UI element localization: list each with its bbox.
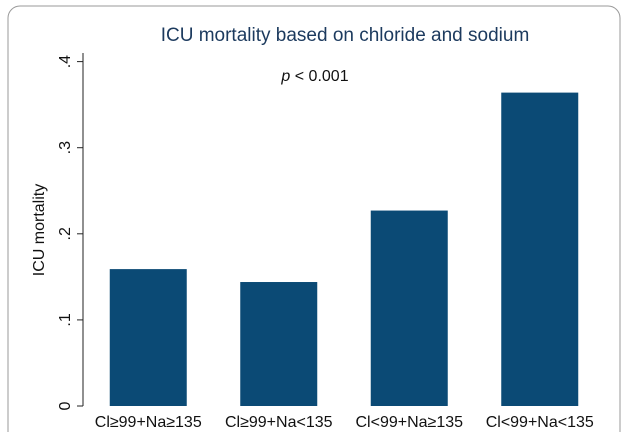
annotation-value: < 0.001 (295, 68, 349, 85)
y-tick-label: .2 (57, 227, 74, 240)
y-tick-label: .1 (57, 313, 74, 326)
annotation: p < 0.001 (280, 68, 348, 85)
x-tick-label: Cl<99+Na≥135 (355, 414, 463, 431)
bar (109, 269, 187, 406)
bar (501, 92, 579, 406)
y-axis-label: ICU mortality (31, 184, 48, 276)
y-tick-label: .4 (57, 55, 74, 68)
x-tick-label: Cl≥99+Na<135 (225, 414, 333, 431)
y-tick-label: 0 (57, 401, 74, 410)
x-tick-label: Cl<99+Na<135 (486, 414, 594, 431)
bar (240, 282, 318, 406)
bar (370, 210, 448, 406)
y-tick-label: .3 (57, 141, 74, 154)
chart-title: ICU mortality based on chloride and sodi… (161, 25, 530, 46)
x-tick-label: Cl≥99+Na≥135 (95, 414, 202, 431)
annotation-p: p (280, 68, 290, 85)
